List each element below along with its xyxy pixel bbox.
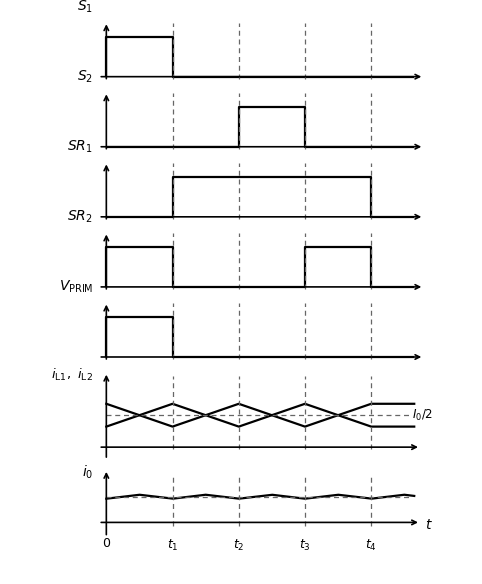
Text: $SR_2$: $SR_2$ [67,208,93,225]
Text: $i_{\rm L1},\ i_{\rm L2}$: $i_{\rm L1},\ i_{\rm L2}$ [51,367,93,383]
Text: $S_1$: $S_1$ [77,0,93,15]
Text: $t_{4}$: $t_{4}$ [365,537,377,552]
Text: $0$: $0$ [102,537,111,551]
Text: $I_0/2$: $I_0/2$ [412,408,433,423]
Text: $t_{3}$: $t_{3}$ [299,537,311,552]
Text: $t_{1}$: $t_{1}$ [167,537,178,552]
Text: $i_0$: $i_0$ [82,464,93,481]
Text: $S_2$: $S_2$ [77,68,93,85]
Text: $t_{2}$: $t_{2}$ [233,537,244,552]
Text: $V_{\rm PRIM}$: $V_{\rm PRIM}$ [59,279,93,295]
Text: $SR_1$: $SR_1$ [67,138,93,155]
Text: $t$: $t$ [426,518,433,532]
